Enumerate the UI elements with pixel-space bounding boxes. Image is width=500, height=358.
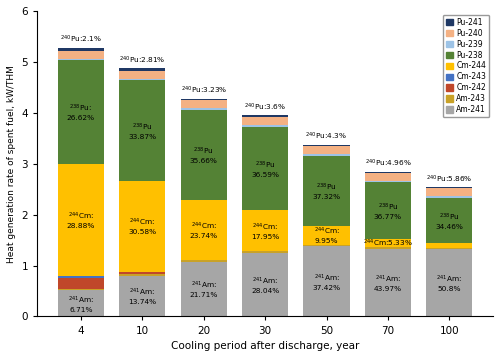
Text: $^{240}$Pu:4.3%: $^{240}$Pu:4.3% (306, 131, 348, 142)
Bar (426, 198, 472, 243)
Bar (58, 60, 104, 164)
Bar (58, 164, 104, 276)
Bar (304, 146, 350, 154)
Bar (304, 145, 350, 146)
Bar (58, 59, 104, 60)
Bar (120, 272, 166, 274)
Text: $^{241}$Am:
37.42%: $^{241}$Am: 37.42% (312, 272, 340, 291)
Text: $^{240}$Pu:2.1%: $^{240}$Pu:2.1% (60, 34, 102, 45)
Bar (58, 48, 104, 50)
Bar (426, 187, 472, 188)
Bar (180, 262, 226, 316)
Bar (120, 68, 166, 71)
Text: $^{240}$Pu:2.81%: $^{240}$Pu:2.81% (119, 55, 166, 66)
Bar (304, 226, 350, 245)
Bar (120, 71, 166, 79)
Bar (365, 249, 411, 316)
Text: $^{238}$Pu
34.46%: $^{238}$Pu 34.46% (436, 211, 463, 229)
Text: $^{238}$Pu
35.66%: $^{238}$Pu 35.66% (190, 146, 218, 164)
Text: $^{244}$Cm:
30.58%: $^{244}$Cm: 30.58% (128, 217, 156, 235)
Text: $^{241}$Am:
43.97%: $^{241}$Am: 43.97% (374, 274, 402, 292)
Bar (120, 79, 166, 80)
Bar (365, 182, 411, 239)
Bar (58, 289, 104, 290)
Bar (426, 243, 472, 248)
Bar (304, 156, 350, 226)
Bar (58, 290, 104, 316)
Text: $^{240}$Pu:4.96%: $^{240}$Pu:4.96% (364, 158, 412, 169)
Text: $^{238}$Pu
37.32%: $^{238}$Pu 37.32% (312, 182, 340, 200)
Bar (180, 261, 226, 262)
Bar (426, 188, 472, 196)
Y-axis label: Heat generation rate of spent fuel, kW/THM: Heat generation rate of spent fuel, kW/T… (7, 65, 16, 263)
Bar (365, 172, 411, 173)
Bar (304, 154, 350, 156)
Text: $^{241}$Am:
50.8%: $^{241}$Am: 50.8% (436, 274, 462, 292)
Bar (365, 173, 411, 180)
X-axis label: Cooling period after discharge, year: Cooling period after discharge, year (171, 341, 360, 351)
Legend: Pu-241, Pu-240, Pu-239, Pu-238, Cm-244, Cm-243, Cm-242, Am-243, Am-241: Pu-241, Pu-240, Pu-239, Pu-238, Cm-244, … (442, 15, 489, 117)
Bar (120, 274, 166, 276)
Bar (426, 248, 472, 249)
Text: $^{238}$Pu
36.77%: $^{238}$Pu 36.77% (374, 202, 402, 220)
Bar (180, 200, 226, 260)
Text: $^{238}$Pu:
26.62%: $^{238}$Pu: 26.62% (67, 103, 95, 121)
Bar (180, 260, 226, 261)
Bar (180, 100, 226, 108)
Text: $^{244}$Cm:5.33%: $^{244}$Cm:5.33% (363, 237, 413, 249)
Bar (365, 239, 411, 247)
Text: $^{241}$Am:
21.71%: $^{241}$Am: 21.71% (190, 280, 218, 298)
Bar (304, 246, 350, 316)
Bar (120, 276, 166, 316)
Text: $^{244}$Cm:
23.74%: $^{244}$Cm: 23.74% (190, 221, 218, 239)
Bar (58, 276, 104, 278)
Text: $^{238}$Pu
33.87%: $^{238}$Pu 33.87% (128, 121, 156, 140)
Bar (242, 117, 288, 125)
Bar (426, 249, 472, 316)
Bar (426, 196, 472, 198)
Text: $^{240}$Pu:3.23%: $^{240}$Pu:3.23% (180, 85, 227, 96)
Text: $^{238}$Pu
36.59%: $^{238}$Pu 36.59% (251, 159, 279, 178)
Text: $^{241}$Am:
13.74%: $^{241}$Am: 13.74% (128, 287, 156, 305)
Bar (58, 50, 104, 59)
Bar (58, 278, 104, 289)
Bar (242, 210, 288, 251)
Text: $^{244}$Cm:
9.95%: $^{244}$Cm: 9.95% (314, 226, 340, 245)
Text: $^{240}$Pu:3.6%: $^{240}$Pu:3.6% (244, 101, 286, 113)
Bar (365, 180, 411, 182)
Bar (242, 125, 288, 127)
Text: $^{244}$Cm:
28.88%: $^{244}$Cm: 28.88% (66, 211, 95, 229)
Text: $^{241}$Am:
28.04%: $^{241}$Am: 28.04% (251, 275, 279, 294)
Text: $^{244}$Cm:
17.95%: $^{244}$Cm: 17.95% (251, 221, 279, 240)
Bar (242, 115, 288, 117)
Bar (242, 253, 288, 316)
Bar (242, 127, 288, 210)
Bar (120, 271, 166, 272)
Bar (180, 108, 226, 110)
Bar (365, 247, 411, 249)
Bar (242, 251, 288, 253)
Bar (120, 80, 166, 181)
Bar (304, 245, 350, 246)
Text: $^{240}$Pu:5.86%: $^{240}$Pu:5.86% (426, 173, 472, 185)
Bar (180, 110, 226, 200)
Bar (120, 181, 166, 271)
Text: $^{241}$Am:
6.71%: $^{241}$Am: 6.71% (68, 294, 94, 313)
Bar (180, 98, 226, 100)
